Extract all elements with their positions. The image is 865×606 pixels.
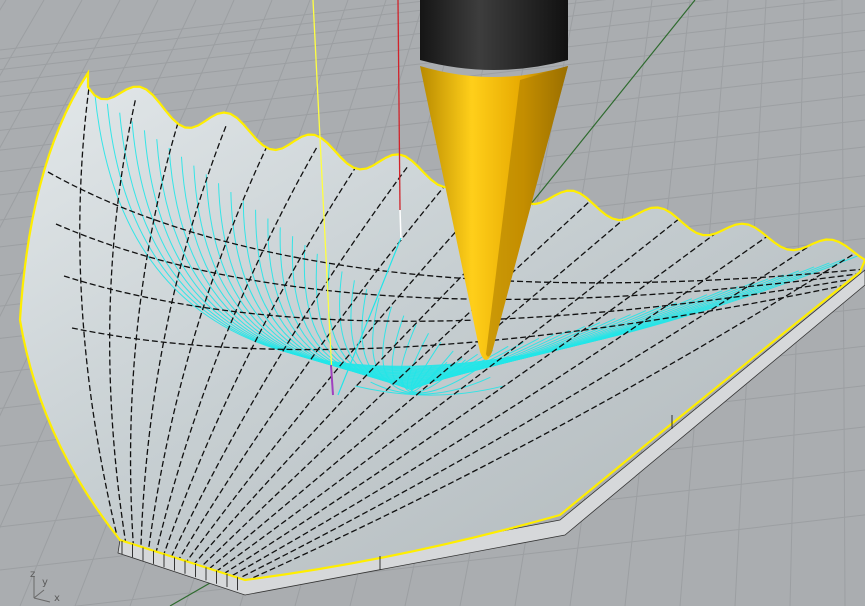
isocurve-u — [217, 218, 680, 572]
grid-line — [0, 0, 83, 149]
world-y-axis — [509, 0, 696, 231]
grid-line — [0, 0, 437, 51]
x-axis-label: x — [54, 593, 60, 604]
tool-shank — [420, 0, 568, 70]
isocurve-u — [209, 210, 634, 569]
isocurve-u — [79, 79, 119, 541]
isocurve-v — [63, 275, 865, 322]
toolpath-curve — [355, 385, 503, 396]
isocurve-u — [201, 202, 589, 567]
isocurve-u — [186, 185, 499, 562]
axis-widget-icon — [33, 576, 51, 603]
isocurve-u — [178, 176, 453, 560]
isocurve-u — [224, 226, 725, 574]
tool-tip-shadow — [486, 66, 568, 357]
isocurve-u — [147, 137, 272, 550]
toolpath-curve — [382, 306, 494, 388]
tool-axis-line — [397, 0, 401, 211]
toolpath-curve — [400, 359, 466, 393]
isocurve-u — [140, 126, 227, 548]
milled-surface[interactable] — [18, 69, 865, 596]
isocurve-u — [247, 249, 861, 580]
cursor-line — [312, 0, 334, 396]
surface-boundary[interactable] — [18, 69, 865, 582]
isocurve-u — [170, 166, 408, 557]
z-axis-label: z — [30, 569, 36, 580]
grid-line — [0, 0, 121, 229]
isocurve-v — [47, 171, 865, 284]
toolpath-curve — [411, 341, 442, 391]
isocurve-u — [240, 241, 816, 579]
y-axis-label: y — [42, 577, 48, 588]
tool-axis-lines — [312, 0, 402, 396]
edge-segment-marks — [121, 415, 673, 591]
isocurve-u — [155, 147, 318, 552]
tool-direction-line — [337, 237, 402, 396]
normal-marker — [330, 364, 334, 396]
toolpath-curve — [385, 368, 479, 394]
tool-axis-white — [399, 209, 402, 241]
isocurve-v — [71, 280, 865, 351]
isocurve-u — [109, 100, 136, 543]
toolpath-curve — [370, 376, 491, 395]
toolpath-curve — [410, 350, 454, 392]
toolpath-curve — [391, 315, 478, 389]
isocurve-u — [129, 113, 182, 545]
axis-orientation-widget: z y x — [20, 570, 64, 604]
isocurve-u — [232, 234, 770, 576]
isocurve-v — [55, 223, 865, 301]
ball-nose-tool[interactable] — [420, 0, 568, 360]
grid-line — [72, 514, 865, 606]
